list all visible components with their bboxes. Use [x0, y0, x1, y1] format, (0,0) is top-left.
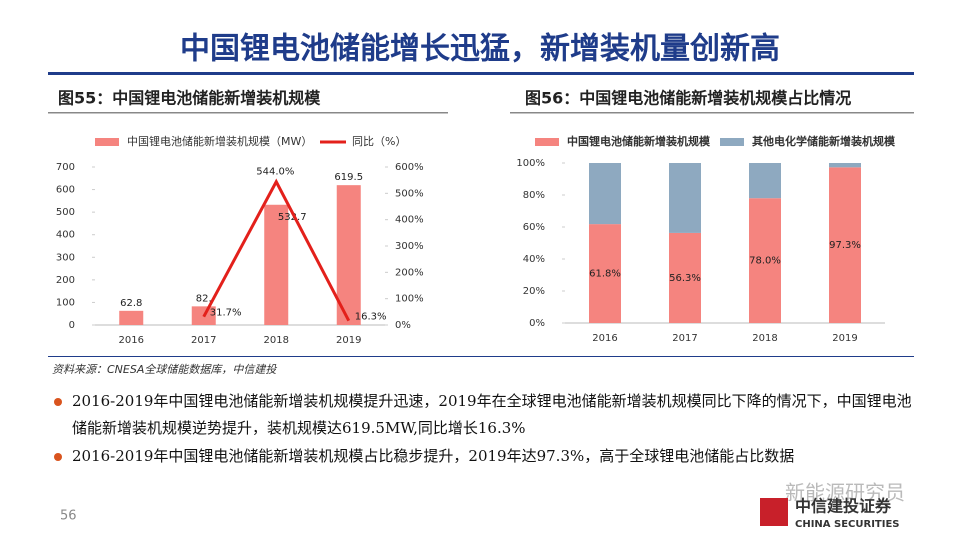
y2-tick-label: 500%: [395, 188, 424, 199]
legend-swatch: [720, 138, 744, 146]
chart-title-rule: [510, 112, 914, 114]
legend-swatch: [95, 138, 119, 146]
title-rule: [48, 72, 914, 75]
y2-tick-label: 100%: [395, 294, 424, 305]
data-label: 61.8%: [589, 269, 621, 280]
chart-title: 图55：中国锂电池储能新增装机规模: [58, 89, 321, 108]
line: [202, 178, 351, 322]
y-tick-label: 700: [56, 162, 75, 173]
source: 资料来源：CNESA全球储能数据库，中信建投: [52, 363, 277, 376]
data-label: 619.5: [334, 172, 363, 183]
y2-tick-label: 300%: [395, 241, 424, 252]
chart-title: 图56：中国锂电池储能新增装机规模占比情况: [525, 89, 851, 108]
legend-label: 同比（%）: [352, 135, 406, 148]
y-tick-label: 0: [69, 320, 75, 331]
data-label: 62.8: [120, 298, 142, 309]
y-tick-label: 20%: [523, 286, 545, 297]
y-tick-label: 500: [56, 207, 75, 218]
data-label: 78.0%: [749, 256, 781, 267]
bullet: 2016-2019年中国锂电池储能新增装机规模提升迅速，2019年在全球锂电池储…: [52, 388, 912, 442]
data-label: 31.7%: [210, 308, 242, 319]
data-label: 544.0%: [256, 167, 294, 178]
x-tick-label: 2016: [119, 335, 144, 346]
y-tick-label: 100: [56, 297, 75, 308]
bar-segment: [749, 198, 781, 323]
y2-tick-label: 600%: [395, 162, 424, 173]
bar-segment: [669, 232, 701, 323]
slide-title: 中国锂电池储能增长迅猛，新增装机量创新高: [180, 32, 780, 67]
bar-segment: [669, 163, 701, 233]
y-tick-label: 80%: [523, 190, 545, 201]
bar: [336, 185, 361, 325]
bullet: 2016-2019年中国锂电池储能新增装机规模占比稳步提升，2019年达97.3…: [52, 443, 912, 470]
logo: 中信建投证券: [795, 497, 892, 516]
bar-segment: [749, 163, 781, 199]
y-tick-label: 40%: [523, 254, 545, 265]
source-rule: [48, 356, 914, 357]
x-tick-label: 2017: [672, 333, 697, 344]
x-tick-label: 2019: [832, 333, 857, 344]
x-tick-label: 2018: [264, 335, 289, 346]
bar-segment: [589, 163, 621, 225]
bar-segment: [829, 167, 861, 323]
bullet-list: 2016-2019年中国锂电池储能新增装机规模提升迅速，2019年在全球锂电池储…: [52, 388, 912, 471]
y-tick-label: 300: [56, 252, 75, 263]
y-tick-label: 0%: [529, 318, 545, 329]
chart-title-rule: [48, 112, 448, 114]
bar: [264, 204, 289, 325]
y-tick-label: 60%: [523, 222, 545, 233]
y2-tick-label: 400%: [395, 215, 424, 226]
watermark: 新能源研究员: [785, 481, 905, 505]
data-label: 532.7: [278, 212, 307, 223]
bar-segment: [829, 163, 861, 168]
x-tick-label: 2017: [191, 335, 216, 346]
y-tick-label: 100%: [516, 158, 545, 169]
bar: [119, 310, 144, 325]
y-tick-label: 200: [56, 275, 75, 286]
logo-mark: [760, 498, 788, 526]
y2-tick-label: 0%: [395, 320, 411, 331]
data-label: 16.3%: [355, 312, 387, 323]
page-number: 56: [60, 509, 77, 524]
data-label: 97.3%: [829, 240, 861, 251]
data-label: 56.3%: [669, 273, 701, 284]
legend-label: 其他电化学储能新增装机规模: [752, 134, 896, 148]
y2-tick-label: 200%: [395, 267, 424, 278]
x-tick-label: 2019: [336, 335, 361, 346]
legend-swatch: [535, 138, 559, 146]
x-tick-label: 2018: [752, 333, 777, 344]
data-label: 82.: [196, 293, 212, 304]
legend-label: 中国锂电池储能新增装机规模（MW）: [127, 134, 312, 148]
bar-segment: [589, 224, 621, 323]
logo-en: CHINA SECURITIES: [795, 519, 900, 530]
y-tick-label: 600: [56, 185, 75, 196]
legend-label: 中国锂电池储能新增装机规模: [567, 134, 711, 148]
x-tick-label: 2016: [592, 333, 617, 344]
y-tick-label: 400: [56, 230, 75, 241]
